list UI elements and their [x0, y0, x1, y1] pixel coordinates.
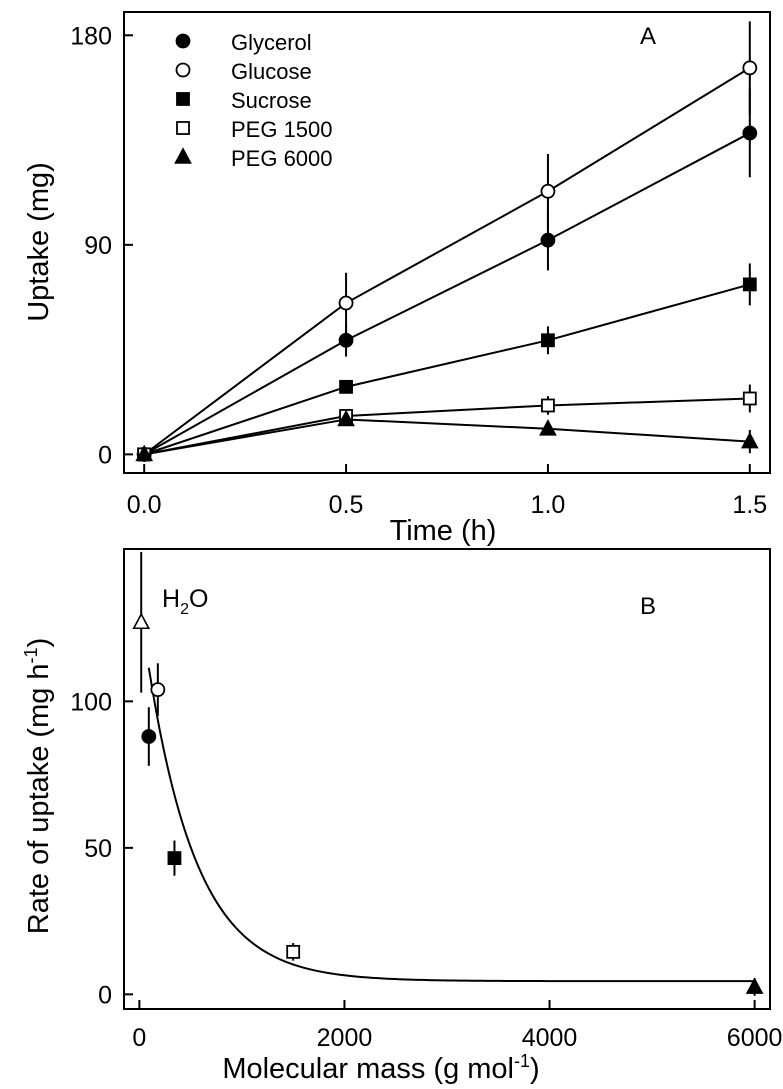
- panel-b-x-tick-label: 6000: [727, 1024, 783, 1052]
- panel-a-legend: Glycerol Glucose Sucrose PEG 1500 PEG 6000: [174, 30, 333, 171]
- data-point-peg-6000: [135, 444, 154, 462]
- data-point-peg-6000: [539, 419, 557, 436]
- legend-marker-peg-1500: [176, 121, 190, 135]
- panel-a-series: [135, 21, 759, 462]
- series-glycerol: [136, 88, 758, 462]
- panel-a-x-tick-label: 1.5: [732, 491, 767, 519]
- series-peg-6000: [135, 409, 759, 462]
- panel-a-y-axis-title: Uptake (mg): [23, 162, 55, 322]
- data-point-peg-1500: [541, 398, 555, 413]
- data-point-glycerol: [540, 232, 556, 248]
- series-line-glucose: [143, 67, 751, 456]
- panel-a-y-tick-label: 0: [98, 441, 112, 469]
- legend-label: PEG 6000: [231, 146, 333, 171]
- data-point-peg-6000: [740, 431, 759, 449]
- panel-a-frame: [123, 11, 771, 474]
- panel-a-y-tick-label: 180: [70, 22, 112, 50]
- point-glucose: [150, 663, 166, 717]
- point-peg-6000: [745, 977, 764, 996]
- legend-item-sucrose: Sucrose: [176, 88, 312, 113]
- data-point-glycerol: [141, 729, 157, 744]
- panel-a-letter: A: [640, 23, 656, 50]
- data-point-peg-1500: [742, 391, 757, 406]
- data-point-sucrose: [541, 333, 555, 348]
- legend-label: Glycerol: [231, 30, 312, 55]
- point-sucrose: [167, 840, 182, 876]
- panel-a-x-tick-label: 0.5: [329, 491, 364, 519]
- series-peg-1500: [137, 384, 757, 462]
- legend-marker-sucrose: [176, 92, 190, 106]
- panel-b-x-axis-title: Molecular mass (g mol-1): [222, 1051, 539, 1085]
- legend-marker-peg-6000: [174, 147, 192, 164]
- panel-a-x-axis-title: Time (h): [390, 515, 497, 547]
- legend-item-glycerol: Glycerol: [175, 30, 312, 55]
- panel-a-x-ticks: 0.0 0.5 1.0 1.5: [127, 464, 767, 519]
- data-point-peg-6000: [745, 977, 764, 994]
- panel-a-x-tick-label: 0.0: [127, 491, 162, 519]
- series-line-glycerol: [143, 132, 751, 456]
- panel-b-y-tick-label: 50: [84, 835, 112, 863]
- data-point-glycerol: [742, 125, 758, 141]
- point-peg-1500: [286, 943, 301, 961]
- panel-b-rate-chart: B 0 2000 4000 6000 0 50 100 H2O Molecular mas…: [21, 548, 782, 1085]
- data-point-glucose: [742, 60, 758, 76]
- panel-a-y-ticks: 0 90 180: [70, 22, 133, 469]
- panel-a-y-tick-label: 90: [84, 232, 112, 260]
- legend-label: Sucrose: [231, 88, 312, 113]
- data-point-sucrose: [339, 379, 353, 394]
- panel-b-y-tick-label: 100: [70, 688, 112, 716]
- legend-label: PEG 1500: [231, 117, 333, 142]
- data-point-glucose: [150, 682, 166, 698]
- series-line-peg-6000: [144, 418, 750, 456]
- point-h2o: [132, 551, 151, 693]
- panel-b-y-axis-title: Rate of uptake (mg h-1): [21, 638, 55, 935]
- data-point-glycerol: [338, 332, 354, 348]
- data-point-sucrose: [167, 851, 182, 866]
- panel-b-x-tick-label: 0: [132, 1024, 146, 1052]
- series-sucrose: [137, 263, 757, 462]
- panel-b-x-ticks: 0 2000 4000 6000: [132, 1000, 782, 1052]
- data-point-sucrose: [742, 277, 757, 292]
- panel-b-y-tick-label: 0: [98, 981, 112, 1009]
- panel-b-h2o-label: H2O: [162, 585, 208, 618]
- panel-b-y-ticks: 0 50 100: [70, 688, 133, 1009]
- legend-label: Glucose: [231, 59, 312, 84]
- series-line-peg-1500: [144, 397, 750, 456]
- panel-b-letter: B: [640, 593, 656, 620]
- panel-b-points: [132, 551, 764, 996]
- point-glycerol: [141, 707, 157, 766]
- panel-b-x-tick-label: 4000: [522, 1024, 578, 1052]
- panel-b-x-tick-label: 2000: [317, 1024, 373, 1052]
- data-point-peg-1500: [286, 944, 301, 959]
- panel-a-uptake-chart: A 0.0 0.5 1.0 1.5 0 90 180 Time (h) Uptake (m…: [23, 11, 771, 547]
- legend-item-glucose: Glucose: [175, 59, 312, 84]
- legend-marker-glycerol: [175, 33, 191, 49]
- legend-marker-glucose: [175, 62, 191, 78]
- panel-b-fit-curve: [147, 667, 755, 983]
- legend-item-peg-1500: PEG 1500: [176, 117, 333, 142]
- data-point-peg-6000: [337, 409, 355, 427]
- panel-a-x-tick-label: 1.0: [531, 491, 566, 519]
- data-point-glucose: [338, 295, 354, 311]
- data-point-glucose: [540, 183, 556, 199]
- series-line-sucrose: [143, 283, 751, 456]
- data-point-h2o: [132, 612, 151, 630]
- legend-item-peg-6000: PEG 6000: [174, 146, 333, 171]
- panel-b-frame: [123, 548, 771, 1010]
